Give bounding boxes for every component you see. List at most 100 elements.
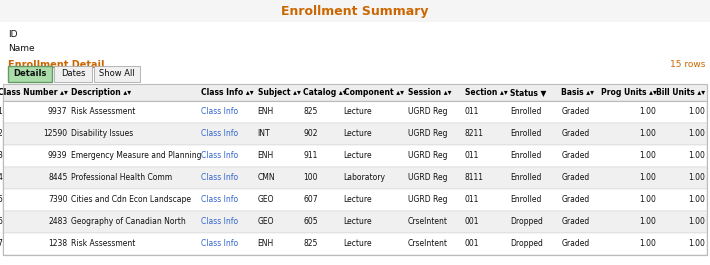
Text: 8445: 8445 <box>48 174 67 183</box>
Text: Cities and Cdn Econ Landscape: Cities and Cdn Econ Landscape <box>72 196 192 205</box>
Text: 1.00: 1.00 <box>640 196 657 205</box>
Text: GEO: GEO <box>258 218 274 227</box>
Text: 607: 607 <box>303 196 317 205</box>
Text: Status ▼: Status ▼ <box>510 88 547 97</box>
Text: Bill Units ▴▾: Bill Units ▴▾ <box>656 88 705 97</box>
Text: Risk Assessment: Risk Assessment <box>72 240 136 249</box>
FancyBboxPatch shape <box>3 211 707 233</box>
Text: Enrolled: Enrolled <box>510 174 542 183</box>
Text: Dropped: Dropped <box>510 240 543 249</box>
FancyBboxPatch shape <box>3 101 707 123</box>
Text: Basis ▴▾: Basis ▴▾ <box>561 88 594 97</box>
Text: ENH: ENH <box>258 152 274 161</box>
Text: Disability Issues: Disability Issues <box>72 130 133 139</box>
Text: Graded: Graded <box>561 174 589 183</box>
Text: Lecture: Lecture <box>344 152 372 161</box>
Text: UGRD Reg: UGRD Reg <box>408 152 447 161</box>
Text: Lecture: Lecture <box>344 108 372 117</box>
Text: ENH: ENH <box>258 108 274 117</box>
Text: 5: 5 <box>0 196 2 205</box>
Text: Graded: Graded <box>561 130 589 139</box>
Text: ENH: ENH <box>258 240 274 249</box>
Text: 8211: 8211 <box>465 130 484 139</box>
Text: 011: 011 <box>465 108 479 117</box>
Text: 1.00: 1.00 <box>688 130 705 139</box>
Text: Graded: Graded <box>561 108 589 117</box>
FancyBboxPatch shape <box>3 145 707 167</box>
Text: 911: 911 <box>303 152 317 161</box>
Text: Class Info: Class Info <box>200 240 238 249</box>
Text: Class Info: Class Info <box>200 152 238 161</box>
Text: 1.00: 1.00 <box>640 174 657 183</box>
Text: Lecture: Lecture <box>344 130 372 139</box>
Text: Lecture: Lecture <box>344 196 372 205</box>
Text: UGRD Reg: UGRD Reg <box>408 108 447 117</box>
Text: 1.00: 1.00 <box>640 218 657 227</box>
Text: Component ▴▾: Component ▴▾ <box>344 88 404 97</box>
FancyBboxPatch shape <box>54 66 92 82</box>
Text: Enrolled: Enrolled <box>510 130 542 139</box>
Text: UGRD Reg: UGRD Reg <box>408 130 447 139</box>
FancyBboxPatch shape <box>0 0 710 22</box>
Text: 100: 100 <box>303 174 317 183</box>
Text: Graded: Graded <box>561 196 589 205</box>
Text: Section ▴▾: Section ▴▾ <box>465 88 508 97</box>
Text: Name: Name <box>8 44 35 53</box>
Text: CMN: CMN <box>258 174 275 183</box>
Text: CrseIntent: CrseIntent <box>408 240 448 249</box>
Text: Lecture: Lecture <box>344 218 372 227</box>
Text: Prog Units ▴▾: Prog Units ▴▾ <box>601 88 657 97</box>
Text: Enrollment Summary: Enrollment Summary <box>281 5 429 17</box>
FancyBboxPatch shape <box>3 189 707 211</box>
Text: CrseIntent: CrseIntent <box>408 218 448 227</box>
Text: UGRD Reg: UGRD Reg <box>408 196 447 205</box>
Text: Session ▴▾: Session ▴▾ <box>408 88 452 97</box>
Text: Dropped: Dropped <box>510 218 543 227</box>
Text: Class Info: Class Info <box>200 174 238 183</box>
Text: 001: 001 <box>465 240 479 249</box>
Text: 1.00: 1.00 <box>640 152 657 161</box>
Text: UGRD Reg: UGRD Reg <box>408 174 447 183</box>
Text: 1.00: 1.00 <box>688 152 705 161</box>
Text: Catalog ▴▾: Catalog ▴▾ <box>303 88 346 97</box>
Text: Risk Assessment: Risk Assessment <box>72 108 136 117</box>
Text: Class Number ▴▾: Class Number ▴▾ <box>0 88 67 97</box>
Text: 1.00: 1.00 <box>688 174 705 183</box>
FancyBboxPatch shape <box>3 233 707 255</box>
Text: GEO: GEO <box>258 196 274 205</box>
FancyBboxPatch shape <box>8 66 52 82</box>
Text: 1: 1 <box>0 108 2 117</box>
Text: Lecture: Lecture <box>344 240 372 249</box>
Text: 1.00: 1.00 <box>688 196 705 205</box>
Text: 8111: 8111 <box>465 174 484 183</box>
Text: 011: 011 <box>465 196 479 205</box>
Text: Graded: Graded <box>561 240 589 249</box>
Text: 825: 825 <box>303 108 317 117</box>
Text: Class Info: Class Info <box>200 108 238 117</box>
Text: Graded: Graded <box>561 152 589 161</box>
Text: Enrolled: Enrolled <box>510 196 542 205</box>
Text: Enrolled: Enrolled <box>510 152 542 161</box>
Text: 1.00: 1.00 <box>688 240 705 249</box>
Text: 1.00: 1.00 <box>688 218 705 227</box>
Text: Laboratory: Laboratory <box>344 174 386 183</box>
Text: 4: 4 <box>0 174 2 183</box>
Text: Description ▴▾: Description ▴▾ <box>72 88 131 97</box>
Text: 1.00: 1.00 <box>640 130 657 139</box>
Text: Class Info ▴▾: Class Info ▴▾ <box>200 88 253 97</box>
Text: 6: 6 <box>0 218 2 227</box>
Text: 15 rows: 15 rows <box>670 60 705 69</box>
Text: 825: 825 <box>303 240 317 249</box>
Text: Subject ▴▾: Subject ▴▾ <box>258 88 300 97</box>
Text: ID: ID <box>8 30 18 39</box>
Text: 9937: 9937 <box>48 108 67 117</box>
FancyBboxPatch shape <box>3 84 707 101</box>
Text: Enrollment Detail: Enrollment Detail <box>8 60 104 70</box>
Text: 1.00: 1.00 <box>688 108 705 117</box>
Text: Emergency Measure and Planning: Emergency Measure and Planning <box>72 152 202 161</box>
Text: 1.00: 1.00 <box>640 108 657 117</box>
Text: 2483: 2483 <box>48 218 67 227</box>
Text: 1.00: 1.00 <box>640 240 657 249</box>
Text: 605: 605 <box>303 218 317 227</box>
Text: Class Info: Class Info <box>200 130 238 139</box>
